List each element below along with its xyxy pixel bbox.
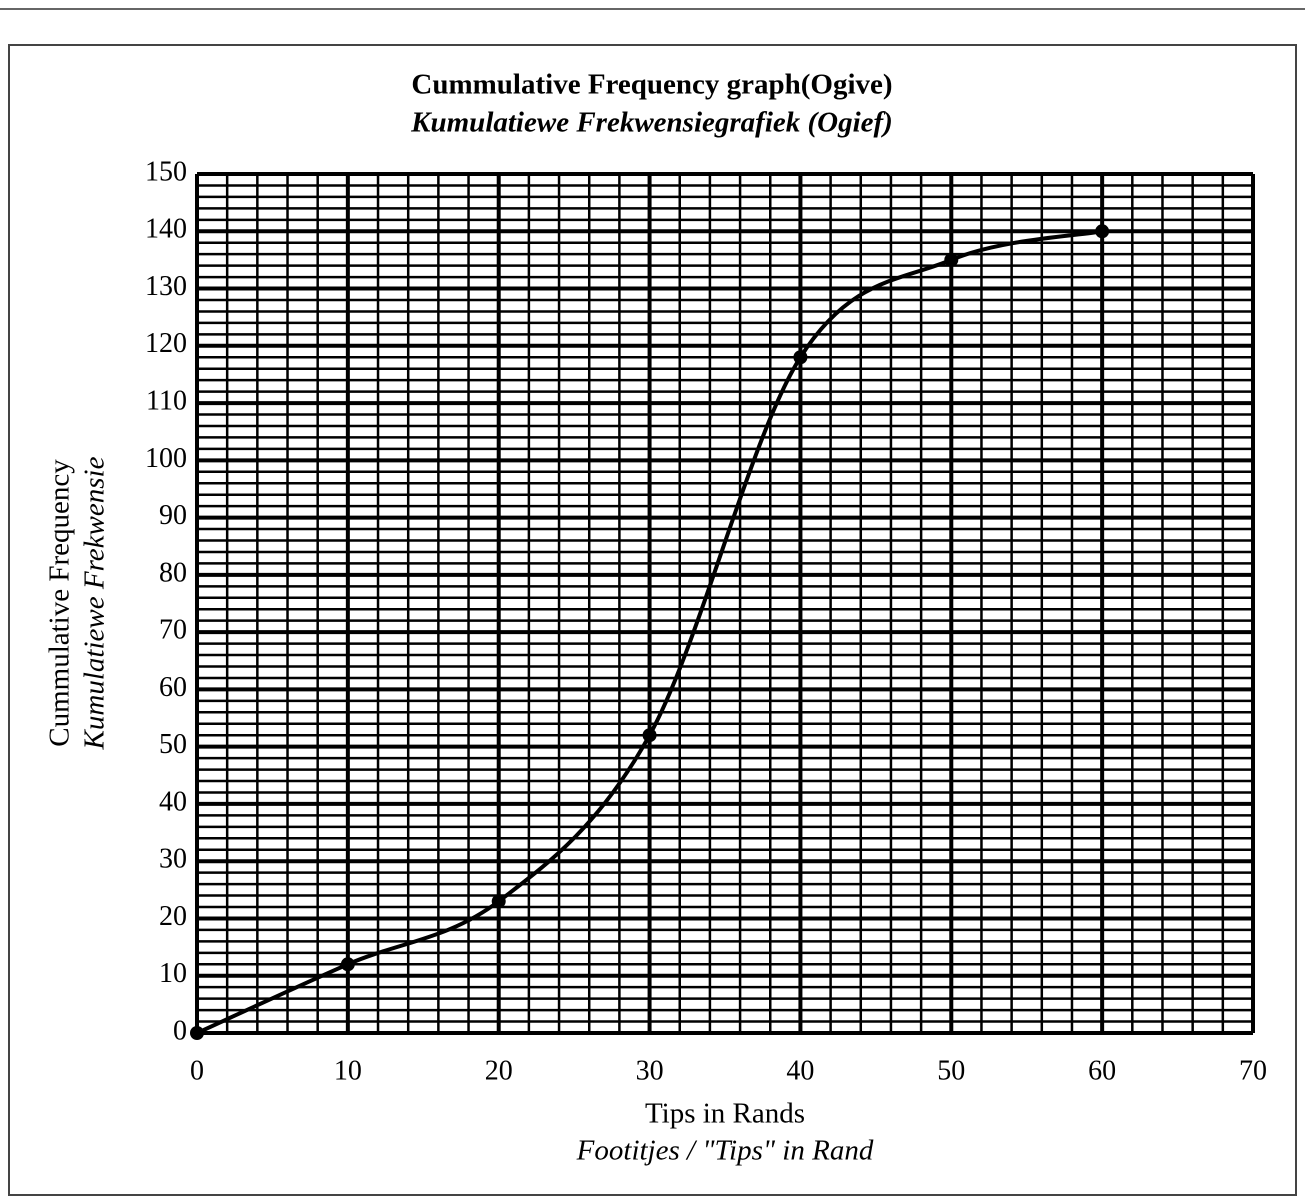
- plot-area: [197, 174, 1253, 1033]
- x-tick-label: 20: [485, 1055, 513, 1086]
- point: [793, 350, 808, 365]
- y-tick-label: 140: [145, 214, 187, 245]
- x-axis-label: Tips in Rands: [645, 1098, 805, 1130]
- x-tick-label: 60: [1088, 1055, 1116, 1086]
- frame: [8, 44, 1297, 1196]
- y-tick-label: 30: [159, 844, 187, 875]
- x-tick-label: 50: [937, 1055, 965, 1086]
- chart-title: Cummulative Frequency graph(Ogive): [411, 69, 892, 101]
- y-axis-label: Cummulative Frequency: [44, 459, 76, 747]
- point: [190, 1026, 204, 1040]
- point: [491, 894, 506, 909]
- y-tick-label: 20: [159, 901, 187, 932]
- y-tick-label: 50: [159, 729, 187, 760]
- y-tick-label: 110: [146, 385, 187, 416]
- x-tick-label: 30: [636, 1055, 664, 1086]
- point: [340, 957, 355, 972]
- y-tick-label: 60: [159, 672, 187, 703]
- y-tick-label: 90: [159, 500, 187, 531]
- y-tick-label: 100: [145, 443, 187, 474]
- line: [196, 229, 1103, 1035]
- y-tick-label: 40: [159, 786, 187, 817]
- x-tick-label: 40: [786, 1055, 814, 1086]
- point: [1095, 224, 1110, 239]
- x-tick-label: 10: [334, 1055, 362, 1086]
- x-axis-label-2: Footitjes / "Tips" in Rand: [576, 1135, 874, 1167]
- point: [642, 728, 657, 743]
- y-tick-label: 120: [145, 328, 187, 359]
- y-tick-label: 130: [145, 271, 187, 302]
- point: [944, 252, 959, 267]
- y-axis-label-2: Kumulatiewe Frekwensie: [79, 456, 111, 750]
- y-tick-label: 0: [173, 1015, 187, 1046]
- x-tick-label: 70: [1239, 1055, 1267, 1086]
- y-tick-label: 10: [159, 958, 187, 989]
- x-tick-label: 0: [190, 1055, 204, 1086]
- y-tick-label: 150: [145, 156, 187, 187]
- y-tick-label: 70: [159, 615, 187, 646]
- y-tick-label: 80: [159, 557, 187, 588]
- chart-subtitle: Kumulatiewe Frekwensiegrafiek (Ogief): [410, 107, 893, 139]
